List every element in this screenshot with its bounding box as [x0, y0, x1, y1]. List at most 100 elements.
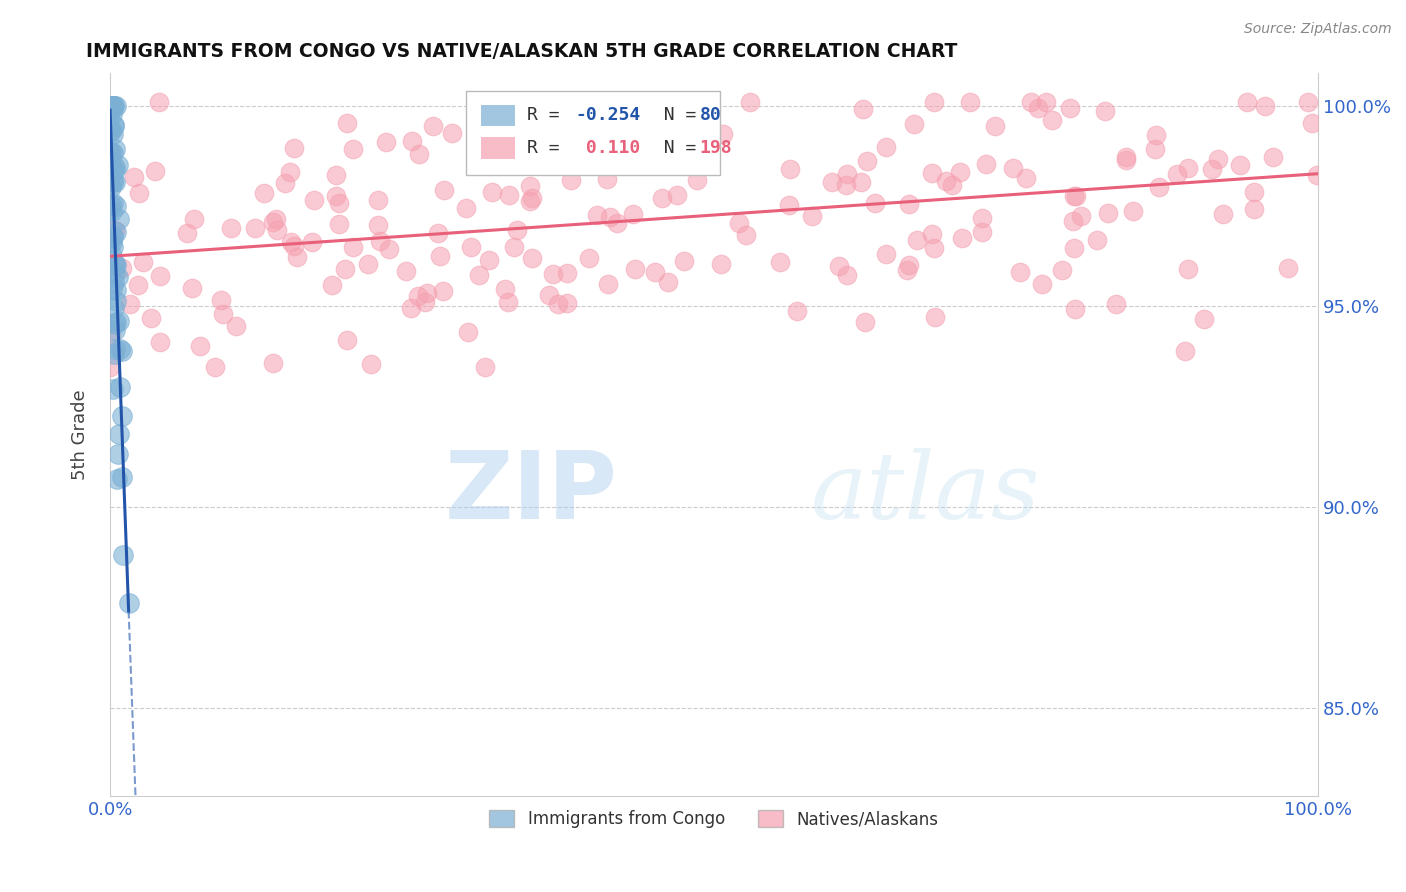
Point	[519, 194, 541, 208]
Point	[456, 201, 478, 215]
Point	[1144, 128, 1167, 142]
Point	[606, 215, 628, 229]
Point	[211, 307, 233, 321]
Point	[1059, 101, 1081, 115]
Point	[117, 596, 139, 610]
Point	[1122, 204, 1144, 219]
Point	[801, 209, 824, 223]
Point	[837, 268, 859, 282]
Point	[686, 173, 709, 187]
Point	[1166, 167, 1188, 181]
Point	[377, 242, 399, 256]
Point	[101, 204, 124, 219]
Point	[141, 310, 163, 325]
Point	[578, 251, 600, 265]
Point	[905, 233, 928, 247]
Point	[394, 264, 416, 278]
Point	[100, 103, 122, 118]
Point	[104, 322, 127, 336]
Point	[360, 357, 382, 371]
Point	[104, 225, 127, 239]
Point	[111, 343, 134, 358]
Point	[100, 197, 122, 211]
Point	[101, 282, 124, 296]
Point	[274, 176, 297, 190]
Point	[1094, 104, 1116, 119]
Point	[111, 409, 134, 423]
Point	[1115, 153, 1137, 167]
Point	[283, 239, 305, 253]
Point	[101, 98, 124, 112]
Point	[401, 134, 423, 148]
Point	[107, 269, 129, 284]
Point	[875, 246, 897, 260]
Point	[107, 158, 129, 172]
Point	[368, 234, 391, 248]
Point	[560, 173, 582, 187]
Point	[828, 259, 851, 273]
Point	[1008, 265, 1031, 279]
Point	[98, 359, 121, 374]
Point	[599, 210, 621, 224]
Point	[104, 142, 127, 156]
Y-axis label: 5th Grade: 5th Grade	[72, 390, 89, 480]
Point	[101, 145, 124, 160]
Point	[98, 98, 121, 112]
Point	[1063, 241, 1085, 255]
Point	[853, 315, 876, 329]
Point	[328, 195, 350, 210]
Point	[1087, 233, 1109, 247]
Point	[100, 98, 122, 112]
Legend: Immigrants from Congo, Natives/Alaskans: Immigrants from Congo, Natives/Alaskans	[482, 803, 945, 835]
Point	[103, 162, 125, 177]
Point	[1208, 153, 1230, 167]
Point	[503, 239, 526, 253]
Point	[120, 296, 142, 310]
Point	[336, 334, 359, 348]
Point	[127, 277, 149, 292]
Point	[128, 186, 150, 200]
Point	[188, 339, 211, 353]
Point	[621, 207, 644, 221]
Point	[100, 98, 122, 112]
Point	[520, 191, 543, 205]
Point	[132, 255, 155, 269]
Point	[474, 359, 496, 374]
Point	[740, 95, 762, 109]
Point	[219, 221, 242, 235]
Point	[98, 98, 121, 112]
Point	[1031, 277, 1053, 291]
Point	[1040, 112, 1063, 127]
Point	[342, 142, 364, 156]
Point	[357, 257, 380, 271]
Point	[834, 178, 856, 193]
Point	[98, 98, 121, 112]
Text: 0.110: 0.110	[575, 139, 640, 157]
Point	[100, 328, 122, 343]
Point	[103, 118, 125, 132]
Point	[104, 342, 127, 356]
Point	[176, 227, 198, 241]
Point	[104, 318, 127, 332]
Point	[413, 294, 436, 309]
Point	[949, 165, 972, 179]
Point	[533, 95, 555, 109]
Point	[1026, 102, 1049, 116]
Point	[101, 98, 124, 112]
Point	[204, 359, 226, 374]
Point	[103, 127, 125, 141]
Point	[104, 160, 127, 174]
Point	[779, 162, 801, 177]
Point	[984, 119, 1007, 133]
Point	[280, 235, 302, 249]
Point	[103, 98, 125, 112]
Point	[1062, 214, 1084, 228]
Point	[666, 143, 689, 157]
Point	[100, 98, 122, 112]
Point	[959, 95, 981, 109]
Point	[612, 95, 634, 109]
Point	[149, 335, 172, 350]
Point	[1070, 210, 1092, 224]
Point	[727, 216, 749, 230]
Point	[225, 319, 247, 334]
